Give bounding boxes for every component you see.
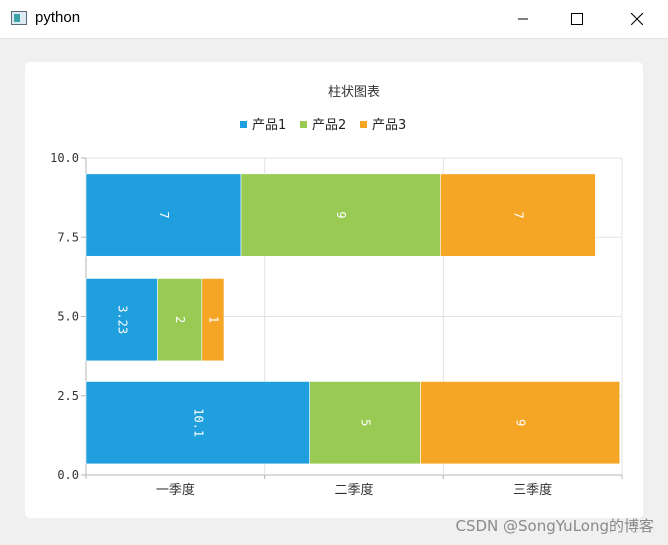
bar-2-3 bbox=[240, 173, 441, 257]
legend-label-3: 产品3 bbox=[372, 118, 406, 133]
bar-1-3 bbox=[85, 173, 242, 257]
bar-3-2 bbox=[201, 278, 225, 362]
title-bar: python bbox=[0, 0, 668, 39]
bar-value-label: 7 bbox=[511, 211, 525, 218]
legend-marker-3 bbox=[360, 121, 367, 128]
legend-marker-1 bbox=[240, 121, 247, 128]
bar-value-label: 10.1 bbox=[191, 408, 205, 437]
bar-value-label: 9 bbox=[334, 211, 348, 218]
bar-value-label: 3.23 bbox=[115, 305, 129, 334]
bar-value-label: 7 bbox=[157, 211, 171, 218]
bar-value-label: 9 bbox=[514, 419, 528, 426]
y-tick-label: 2.5 bbox=[57, 389, 79, 403]
legend-label-2: 产品2 bbox=[312, 118, 346, 133]
legend-marker-2 bbox=[300, 121, 307, 128]
y-tick-label: 0.0 bbox=[57, 468, 79, 482]
bar-1-2 bbox=[85, 278, 158, 362]
x-category-label: 三季度 bbox=[513, 482, 552, 498]
close-icon bbox=[631, 13, 643, 25]
bar-2-2 bbox=[157, 278, 203, 362]
y-tick-label: 7.5 bbox=[57, 230, 79, 244]
chart-title: 柱状图表 bbox=[328, 85, 380, 100]
bar-value-label: 2 bbox=[173, 316, 187, 323]
window-title: python bbox=[35, 9, 81, 26]
maximize-icon bbox=[571, 13, 583, 25]
x-category-label: 二季度 bbox=[334, 482, 373, 498]
bar-value-label: 5 bbox=[359, 419, 373, 426]
app-window-icon bbox=[11, 11, 27, 25]
minimize-icon bbox=[518, 18, 528, 20]
bar-value-label: 1 bbox=[206, 316, 220, 323]
close-button[interactable] bbox=[614, 0, 660, 38]
minimize-button[interactable] bbox=[500, 0, 546, 38]
y-tick-label: 10.0 bbox=[50, 151, 79, 165]
bar-3-1 bbox=[420, 381, 621, 465]
chart-card: 柱状图表产品1 产品2 产品3 0.0 2.5 5.0 7.5 10.0 一季度 二季度 三季度 10… bbox=[25, 62, 643, 518]
watermark: CSDN @SongYuLong的博客 bbox=[455, 517, 654, 535]
bar-3-3 bbox=[440, 173, 596, 257]
legend-label-1: 产品1 bbox=[252, 118, 286, 133]
y-tick-label: 5.0 bbox=[57, 310, 79, 324]
maximize-button[interactable] bbox=[554, 0, 600, 38]
x-category-label: 一季度 bbox=[156, 482, 195, 498]
